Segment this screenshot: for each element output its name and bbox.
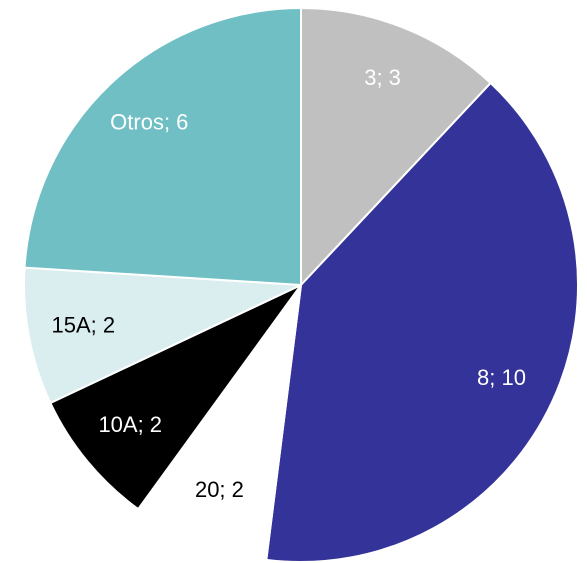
data-label: 20; 2 <box>195 477 244 502</box>
pie-slice <box>23 266 302 405</box>
data-label: Otros; 6 <box>110 109 188 134</box>
data-label: 10A; 2 <box>98 412 162 437</box>
data-label: 3; 3 <box>364 65 401 90</box>
data-label: 15A; 2 <box>52 312 116 337</box>
pie-slice <box>23 6 302 287</box>
pie-slice <box>300 6 493 288</box>
data-label: 8; 10 <box>477 365 526 390</box>
pie-slice <box>49 284 302 511</box>
pie-slice <box>136 284 302 561</box>
pie-slice <box>265 81 579 563</box>
